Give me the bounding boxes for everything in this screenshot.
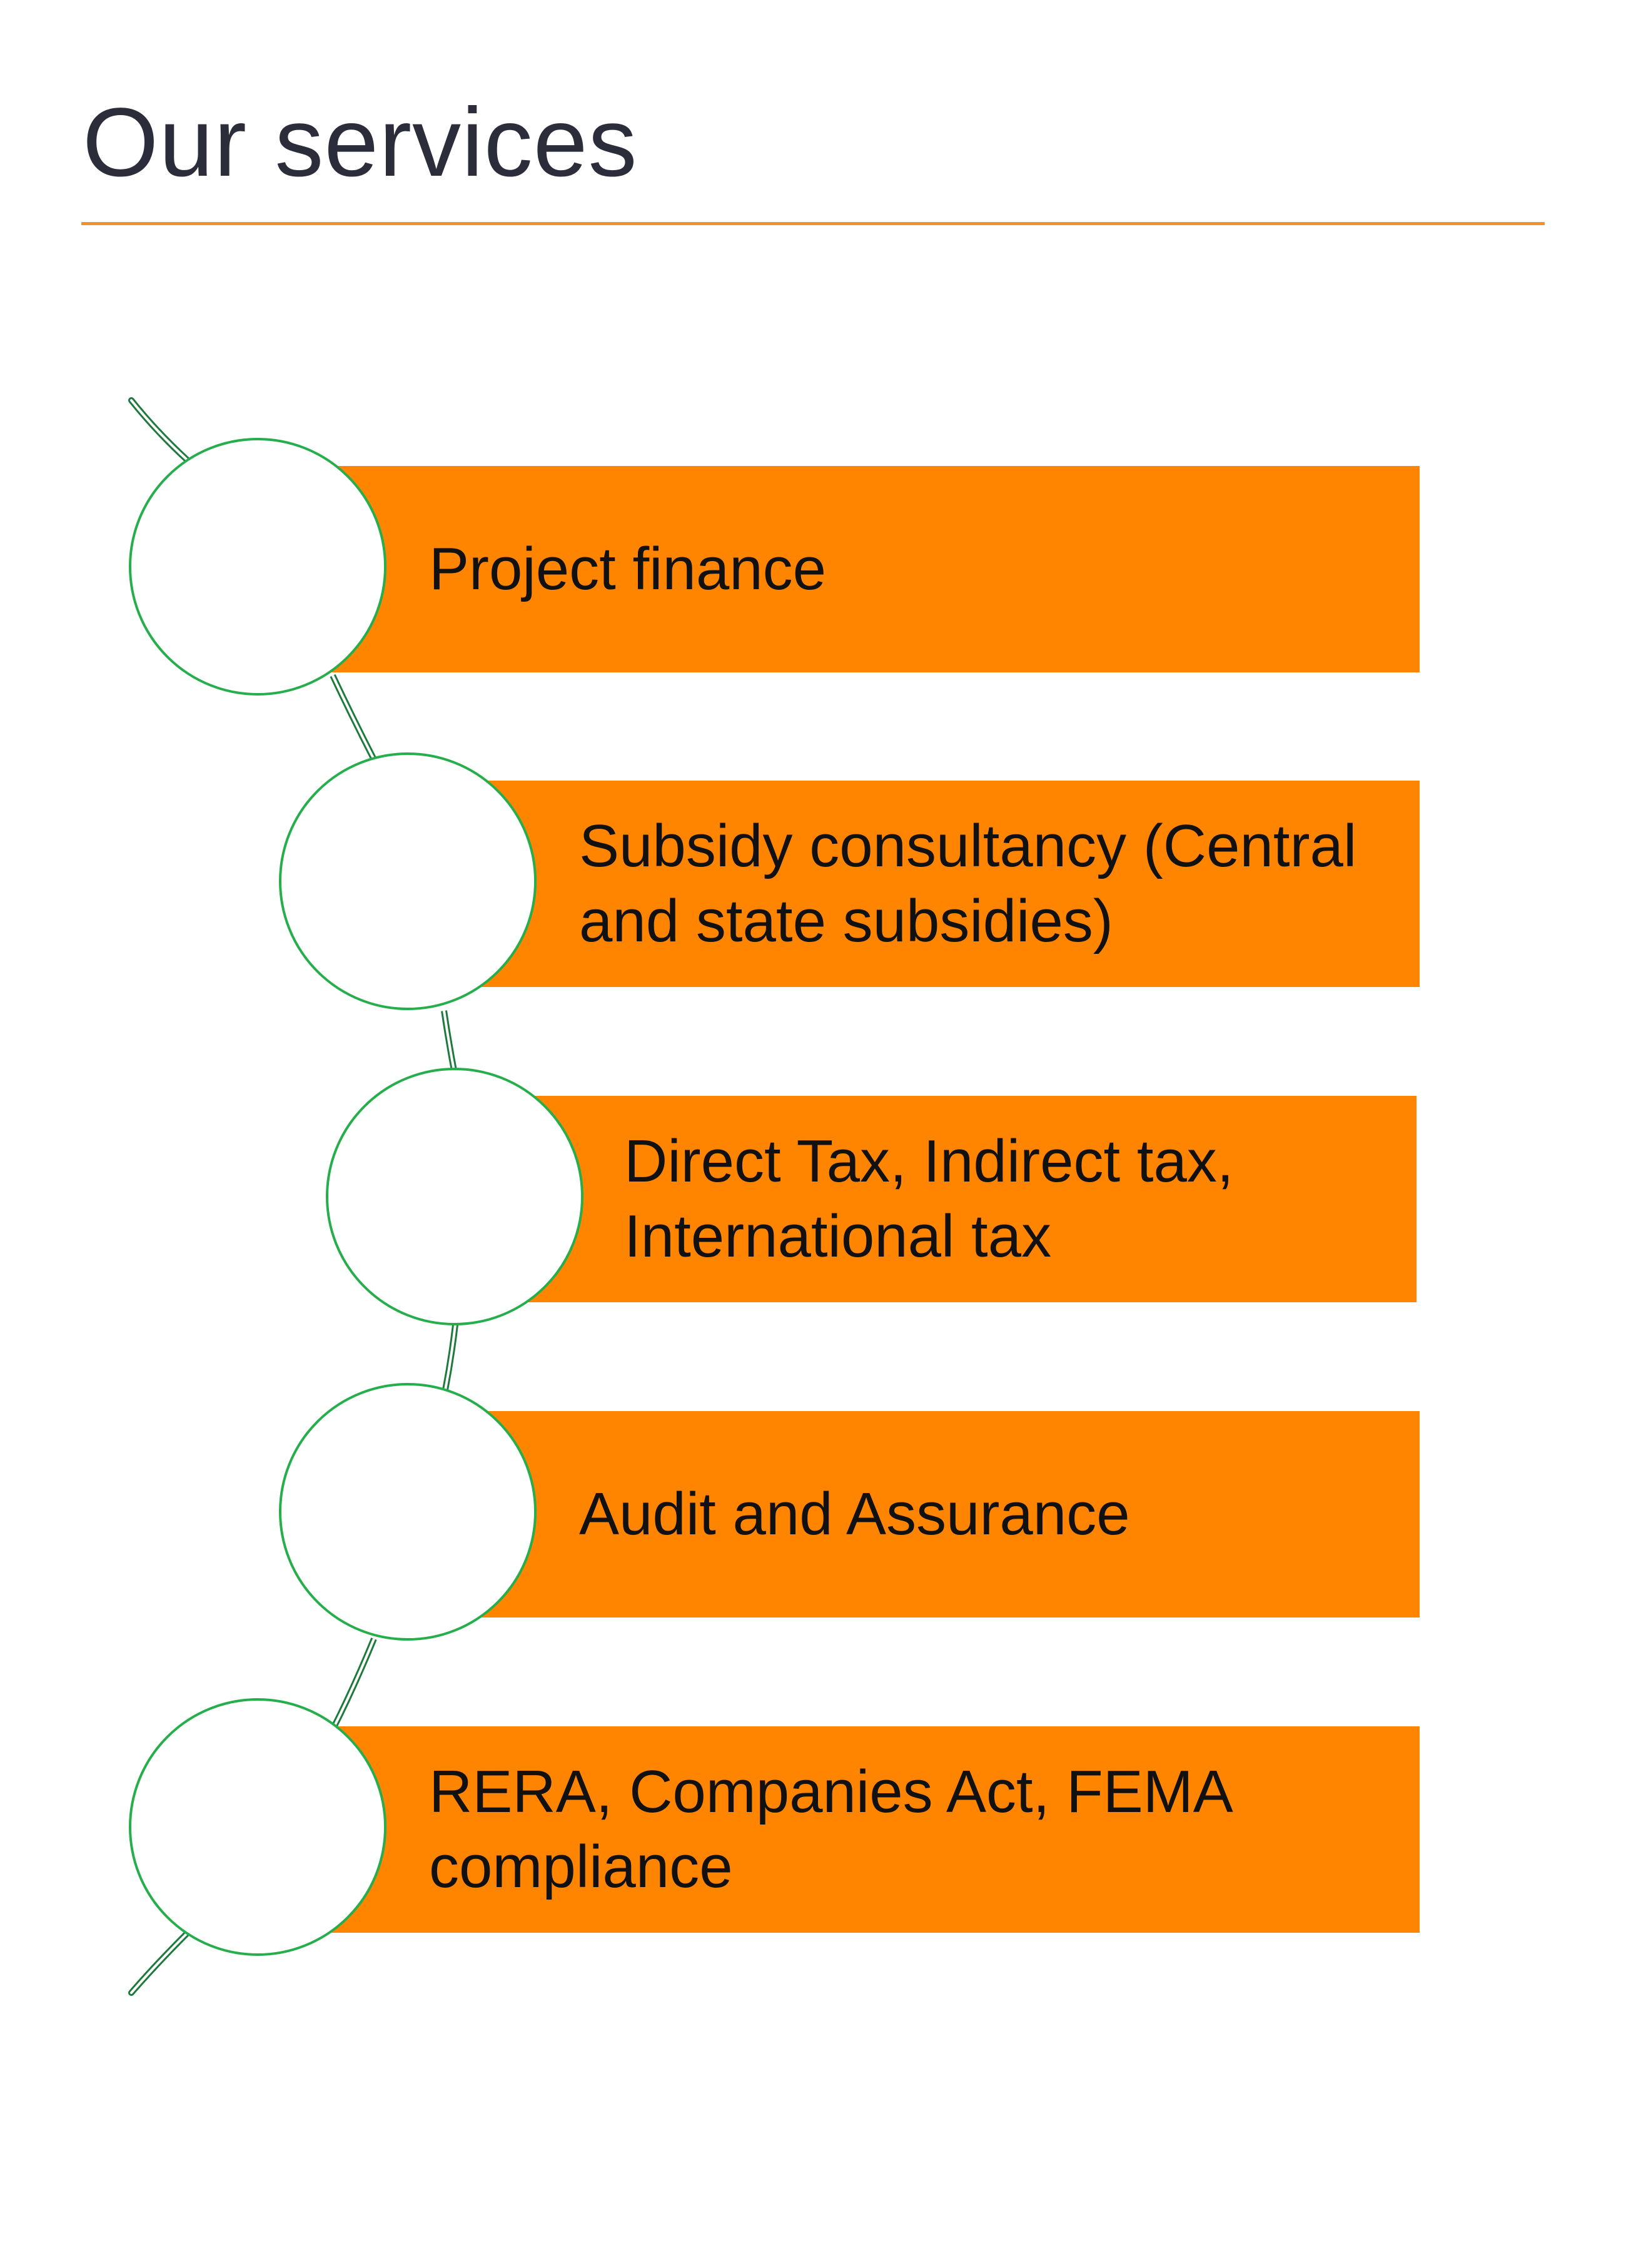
service-node-circle: [279, 752, 537, 1010]
service-item-subsidy-consultancy: Subsidy consultancy (Central and state s…: [482, 781, 1420, 987]
service-label: RERA, Companies Act, FEMA compliance: [429, 1758, 1230, 1900]
service-label: Direct Tax, Indirect tax, International …: [624, 1128, 1234, 1270]
service-label: Subsidy consultancy (Central and state s…: [579, 813, 1357, 954]
service-node-circle: [326, 1068, 583, 1325]
service-item-project-finance: Project finance: [331, 466, 1420, 672]
service-label: Audit and Assurance: [579, 1481, 1130, 1547]
service-item-tax: Direct Tax, Indirect tax, International …: [528, 1096, 1416, 1302]
title-divider: [81, 222, 1545, 225]
page-title: Our services: [83, 88, 638, 197]
service-node-circle: [279, 1383, 537, 1641]
service-node-circle: [129, 438, 386, 696]
service-item-compliance: RERA, Companies Act, FEMA compliance: [331, 1726, 1420, 1933]
service-label: Project finance: [429, 535, 827, 602]
service-item-audit-assurance: Audit and Assurance: [482, 1411, 1420, 1617]
service-node-circle: [129, 1698, 386, 1956]
